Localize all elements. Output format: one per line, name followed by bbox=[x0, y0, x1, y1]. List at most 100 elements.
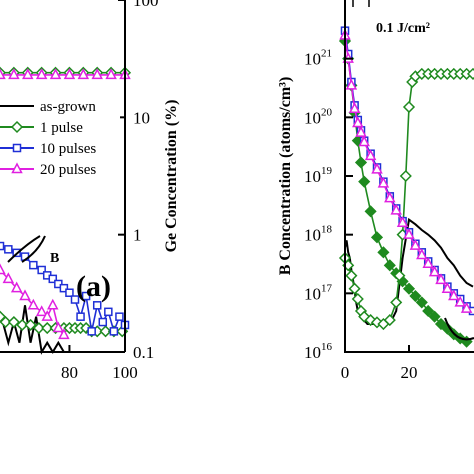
panel-a-point-2-1 bbox=[0, 310, 7, 323]
panel-b-point-5-23 bbox=[460, 301, 473, 313]
panel-b-point-5-16 bbox=[416, 248, 428, 260]
panel-b-y-tick-label-4: 1019 bbox=[304, 165, 333, 186]
legend-marker-3 bbox=[12, 143, 22, 153]
panel-a-series-layer bbox=[0, 66, 132, 355]
panel-a-point-4-10 bbox=[58, 328, 70, 340]
panel-a-point-2-16 bbox=[99, 325, 112, 338]
panel-b-point-2-10 bbox=[377, 246, 390, 259]
panel-b-y-tick-label-2: 1017 bbox=[304, 282, 333, 303]
panel-b-point-3-4 bbox=[348, 282, 361, 295]
panel-b-point-5-12 bbox=[390, 203, 402, 215]
panel-b-point-5-19 bbox=[435, 273, 447, 285]
legend-marker-4 bbox=[11, 162, 23, 174]
panel-b-ticks: 1016 1017 1018 1019 1020 1021 0 20 bbox=[304, 0, 418, 382]
legend-marker-2 bbox=[10, 120, 24, 134]
panel-b-point-3-13 bbox=[393, 269, 406, 282]
panel-b-point-5-4 bbox=[348, 102, 361, 114]
panel-a-y2-tick-label-3: 1 bbox=[133, 226, 142, 245]
panel-b-point-5-18 bbox=[428, 265, 441, 277]
panel-a-point-2-5 bbox=[24, 318, 37, 332]
panel-a-point-6-7 bbox=[77, 68, 90, 80]
panel-a-point-2-2 bbox=[0, 315, 12, 329]
panel-b-point-5-14 bbox=[403, 228, 415, 239]
panel-a-right-axis bbox=[0, 0, 126, 353]
panel-a-point-6-4 bbox=[35, 68, 48, 80]
panel-a-point-4-7 bbox=[41, 310, 53, 321]
panel-b-point-5-9 bbox=[371, 162, 383, 174]
panel-a-point-4-1 bbox=[0, 263, 6, 275]
panel-b-series-5 bbox=[339, 28, 473, 313]
panel-a-point-4-9 bbox=[52, 321, 65, 333]
panel-a-point-3-10 bbox=[59, 283, 69, 293]
panel-a-arrow-curve bbox=[21, 235, 46, 263]
panel-a-point-2-7 bbox=[41, 321, 54, 335]
panel-b-point-2-20 bbox=[441, 322, 454, 335]
panel-a-point-6-2 bbox=[8, 68, 20, 80]
panel-b-point-3-27 bbox=[466, 67, 474, 80]
panel-a-point-2-4 bbox=[16, 318, 29, 332]
legend-label-3: 10 pulses bbox=[40, 141, 96, 157]
panel-a-ticks: 100 10 1 0.1 80 100 bbox=[61, 0, 159, 382]
panel-a-point-4-2 bbox=[2, 272, 15, 284]
panel-b-y-tick-label-5: 1020 bbox=[304, 106, 333, 127]
panel-b-point-5-20 bbox=[441, 282, 454, 293]
panel-b-arrow-curve bbox=[444, 317, 474, 341]
panel-a-point-3-6 bbox=[37, 265, 46, 275]
legend: as-grown 1 pulse 10 pulses 20 pulses bbox=[0, 92, 120, 180]
panel-b-series-3 bbox=[338, 67, 474, 331]
panel-b-point-5-22 bbox=[454, 295, 466, 307]
panel-b-point-2-14 bbox=[402, 282, 416, 295]
panel-a-point-4-4 bbox=[19, 289, 31, 301]
legend-label-1: as-grown bbox=[40, 99, 96, 115]
panel-b-point-2-15 bbox=[409, 289, 422, 303]
panel-b-y-tick-label-1: 1016 bbox=[304, 341, 333, 362]
panel-b-x-tick-label-2: 20 bbox=[401, 363, 418, 382]
panel-a-point-6-8 bbox=[91, 68, 103, 80]
panel-b-point-2-8 bbox=[364, 205, 377, 218]
panel-a-point-2-6 bbox=[32, 321, 45, 335]
panel-a-y2-tick-label-1: 100 bbox=[133, 0, 159, 10]
panel-a-point-3-5 bbox=[29, 260, 38, 270]
panel-b-point-2-7 bbox=[358, 175, 371, 188]
panel-a-boron-arrow bbox=[7, 235, 41, 263]
panel-a-boron-label: B bbox=[50, 251, 59, 266]
panel-b-point-3-16 bbox=[402, 100, 416, 114]
panel-a-point-3-11 bbox=[65, 288, 74, 297]
panel-b-series-layer bbox=[338, 26, 474, 348]
panel-b-point-5-7 bbox=[358, 135, 370, 147]
legend-label-4: 20 pulses bbox=[40, 162, 96, 178]
panel-a-point-3-2 bbox=[4, 245, 13, 254]
panel-a-point-3-12 bbox=[70, 295, 80, 304]
panel-a-x-tick-label-2: 100 bbox=[112, 363, 138, 382]
panel-b-point-5-11 bbox=[384, 191, 396, 203]
panel-b-chart: 1016 1017 1018 1019 1020 1021 0 20 B Concentrat… bbox=[277, 0, 474, 382]
panel-a-series-4 bbox=[0, 263, 70, 340]
panel-b-point-5-15 bbox=[409, 239, 422, 250]
panel-a-point-3-14 bbox=[81, 291, 91, 301]
panel-a-point-4-8 bbox=[47, 298, 59, 310]
panel-a-point-3-17 bbox=[98, 317, 108, 327]
panel-b-point-5-5 bbox=[352, 116, 364, 128]
panel-a-point-3-8 bbox=[48, 274, 58, 284]
panel-b-point-5-3 bbox=[345, 78, 358, 90]
legend-label-2: 1 pulse bbox=[40, 120, 83, 136]
panel-a-y2-tick-label-4: 0.1 bbox=[133, 343, 154, 362]
panel-b-point-3-15 bbox=[399, 169, 412, 183]
panel-b-point-5-17 bbox=[422, 257, 434, 268]
panel-b-point-2-6 bbox=[354, 156, 368, 169]
panel-a-point-6-6 bbox=[63, 68, 76, 80]
panel-b-point-2-18 bbox=[428, 310, 441, 323]
panel-b-point-3-5 bbox=[351, 292, 364, 306]
panel-b-fluence-label: 0.1 J/cm² bbox=[376, 21, 430, 36]
panel-b-point-5-8 bbox=[364, 149, 377, 161]
panel-b-point-5-6 bbox=[355, 125, 367, 137]
panel-a-point-4-5 bbox=[27, 298, 40, 310]
panel-a-point-4-6 bbox=[35, 305, 48, 317]
panel-a-point-6-5 bbox=[49, 68, 62, 80]
panel-b-point-5-10 bbox=[377, 176, 390, 188]
panel-b-point-2-11 bbox=[383, 259, 396, 272]
panel-a-point-3-1 bbox=[0, 241, 5, 251]
panel-a-point-4-3 bbox=[10, 281, 23, 293]
